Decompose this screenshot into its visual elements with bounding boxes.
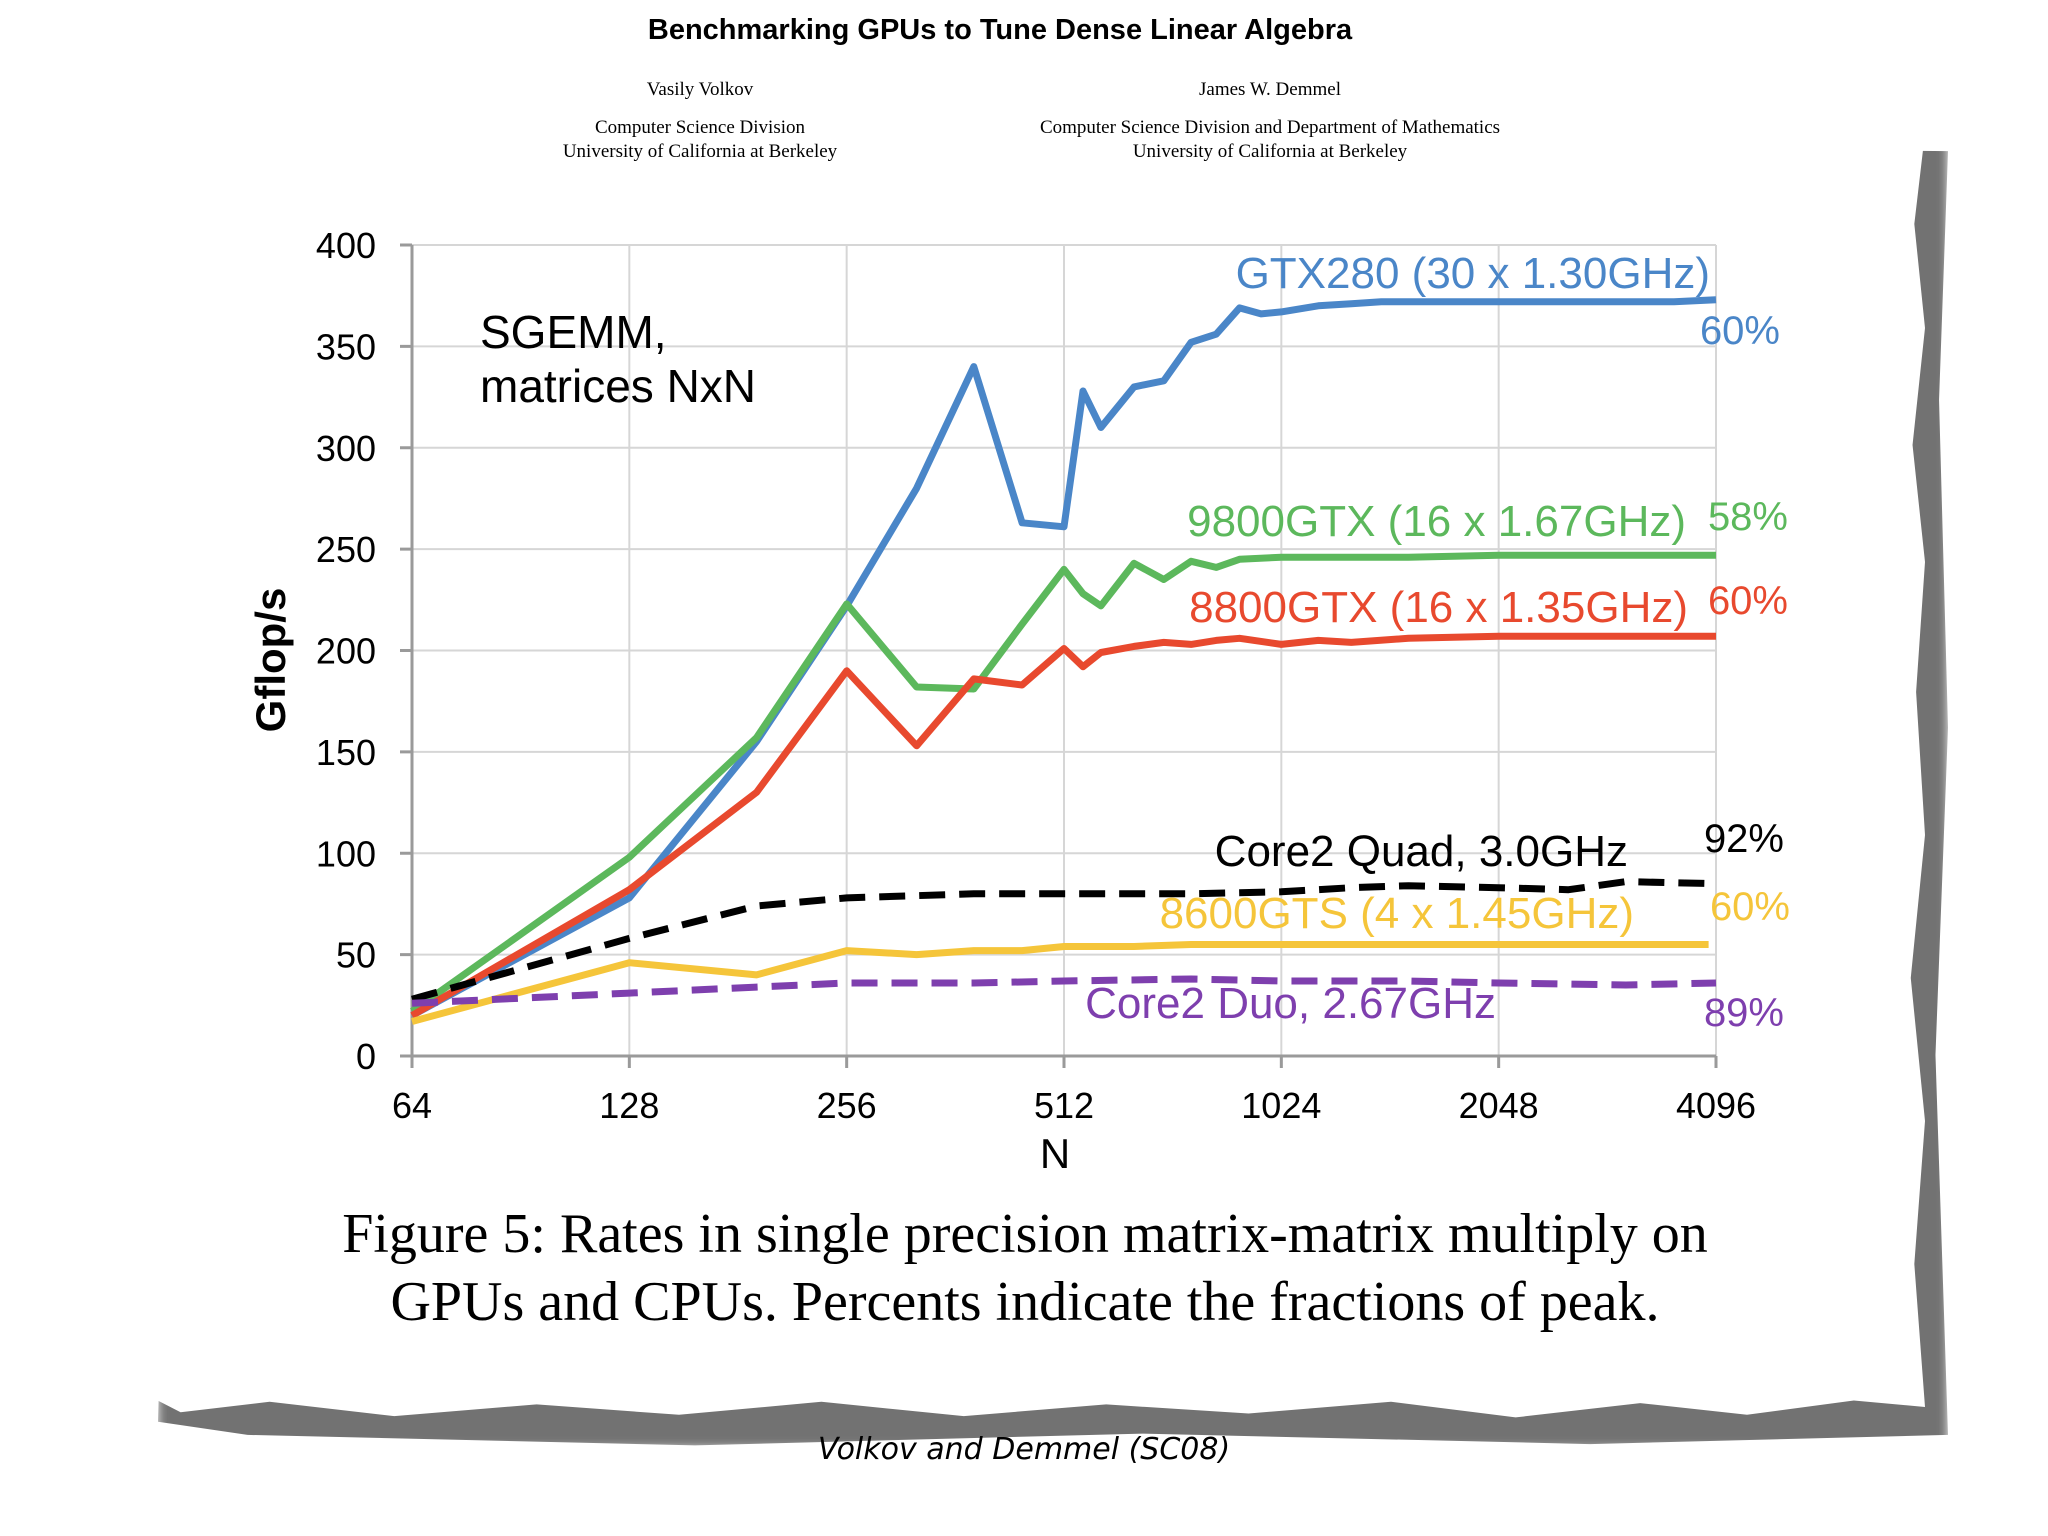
x-tick-label: 256	[817, 1085, 877, 1126]
author-name: James W. Demmel	[1199, 79, 1341, 100]
affiliation-line: Computer Science Division and Department…	[1039, 117, 1501, 138]
y-tick-label: 100	[316, 833, 376, 874]
series-line-gtx280	[410, 296, 1717, 1019]
y-tick-labels: 0 50 100 150 200 250 300 350 400	[316, 225, 412, 1077]
y-axis-label: Gflop/s	[247, 588, 294, 733]
x-tick-label: 512	[1034, 1085, 1094, 1126]
y-tick-label: 250	[316, 529, 376, 570]
series-line-9800gtx	[409, 551, 1716, 1015]
author-affiliation: Computer Science Division and Department…	[970, 116, 1570, 164]
affiliation-line: University of California at Berkeley	[562, 141, 838, 162]
source-credit: Volkov and Demmel (SC08)	[817, 1432, 1231, 1467]
x-tick-labels: 64 128 256 512 1024 2048 4096	[392, 1056, 1756, 1126]
y-tick-label: 300	[316, 428, 376, 469]
series-peak-label: 60%	[1708, 579, 1788, 623]
y-tick-label: 400	[316, 225, 376, 266]
x-tick-label: 1024	[1241, 1085, 1321, 1126]
series-peak-label: 58%	[1708, 495, 1788, 539]
series-peak-label: 60%	[1710, 885, 1790, 929]
affiliation-line: University of California at Berkeley	[1132, 141, 1408, 162]
series-line-core2	[411, 878, 1717, 1003]
series-line-core2	[411, 975, 1717, 1007]
y-tick-label: 350	[316, 326, 376, 367]
series-name-label: GTX280 (30 x 1.30GHz)	[1236, 249, 1710, 298]
series-peak-label: 60%	[1700, 309, 1780, 353]
figure-caption: Figure 5: Rates in single precision matr…	[200, 1200, 1850, 1336]
chart-title: SGEMM,	[480, 306, 667, 358]
y-tick-label: 150	[316, 732, 376, 773]
x-tick-label: 128	[599, 1085, 659, 1126]
x-tick-label: 2048	[1459, 1085, 1539, 1126]
x-tick-label: 64	[392, 1085, 432, 1126]
series-peak-label: 92%	[1704, 817, 1784, 861]
y-tick-label: 200	[316, 631, 376, 672]
series-labels: GTX280 (30 x 1.30GHz) 60% 9800GTX (16 x 1.…	[1085, 249, 1790, 1035]
series-lines	[409, 296, 1717, 1025]
series-line-8600gts	[411, 941, 1709, 1025]
y-tick-label: 50	[336, 935, 376, 976]
paper-clipping	[145, 120, 1925, 1418]
page-title: Benchmarking GPUs to Tune Dense Linear A…	[647, 14, 1353, 46]
author-name: Vasily Volkov	[646, 79, 754, 100]
y-tick-label: 0	[356, 1036, 376, 1077]
axes	[402, 245, 1716, 1066]
series-name-label: Core2 Duo, 2.67GHz	[1085, 979, 1496, 1028]
affiliation-line: Computer Science Division	[594, 117, 806, 138]
caption-line: Figure 5: Rates in single precision matr…	[342, 1203, 1708, 1265]
chart-title: matrices NxN	[480, 360, 756, 412]
x-tick-label: 4096	[1676, 1085, 1756, 1126]
series-line-8800gtx	[410, 632, 1716, 1019]
series-name-label: Core2 Quad, 3.0GHz	[1215, 827, 1628, 876]
series-name-label: 8600GTS (4 x 1.45GHz)	[1160, 889, 1634, 938]
series-name-label: 8800GTX (16 x 1.35GHz)	[1189, 583, 1688, 632]
caption-line: GPUs and CPUs. Percents indicate the fra…	[390, 1271, 1660, 1333]
author-affiliation: Computer Science Division University of …	[510, 116, 890, 164]
x-axis-label: N	[1040, 1130, 1070, 1177]
series-peak-label: 89%	[1704, 991, 1784, 1035]
series-name-label: 9800GTX (16 x 1.67GHz)	[1187, 497, 1686, 546]
